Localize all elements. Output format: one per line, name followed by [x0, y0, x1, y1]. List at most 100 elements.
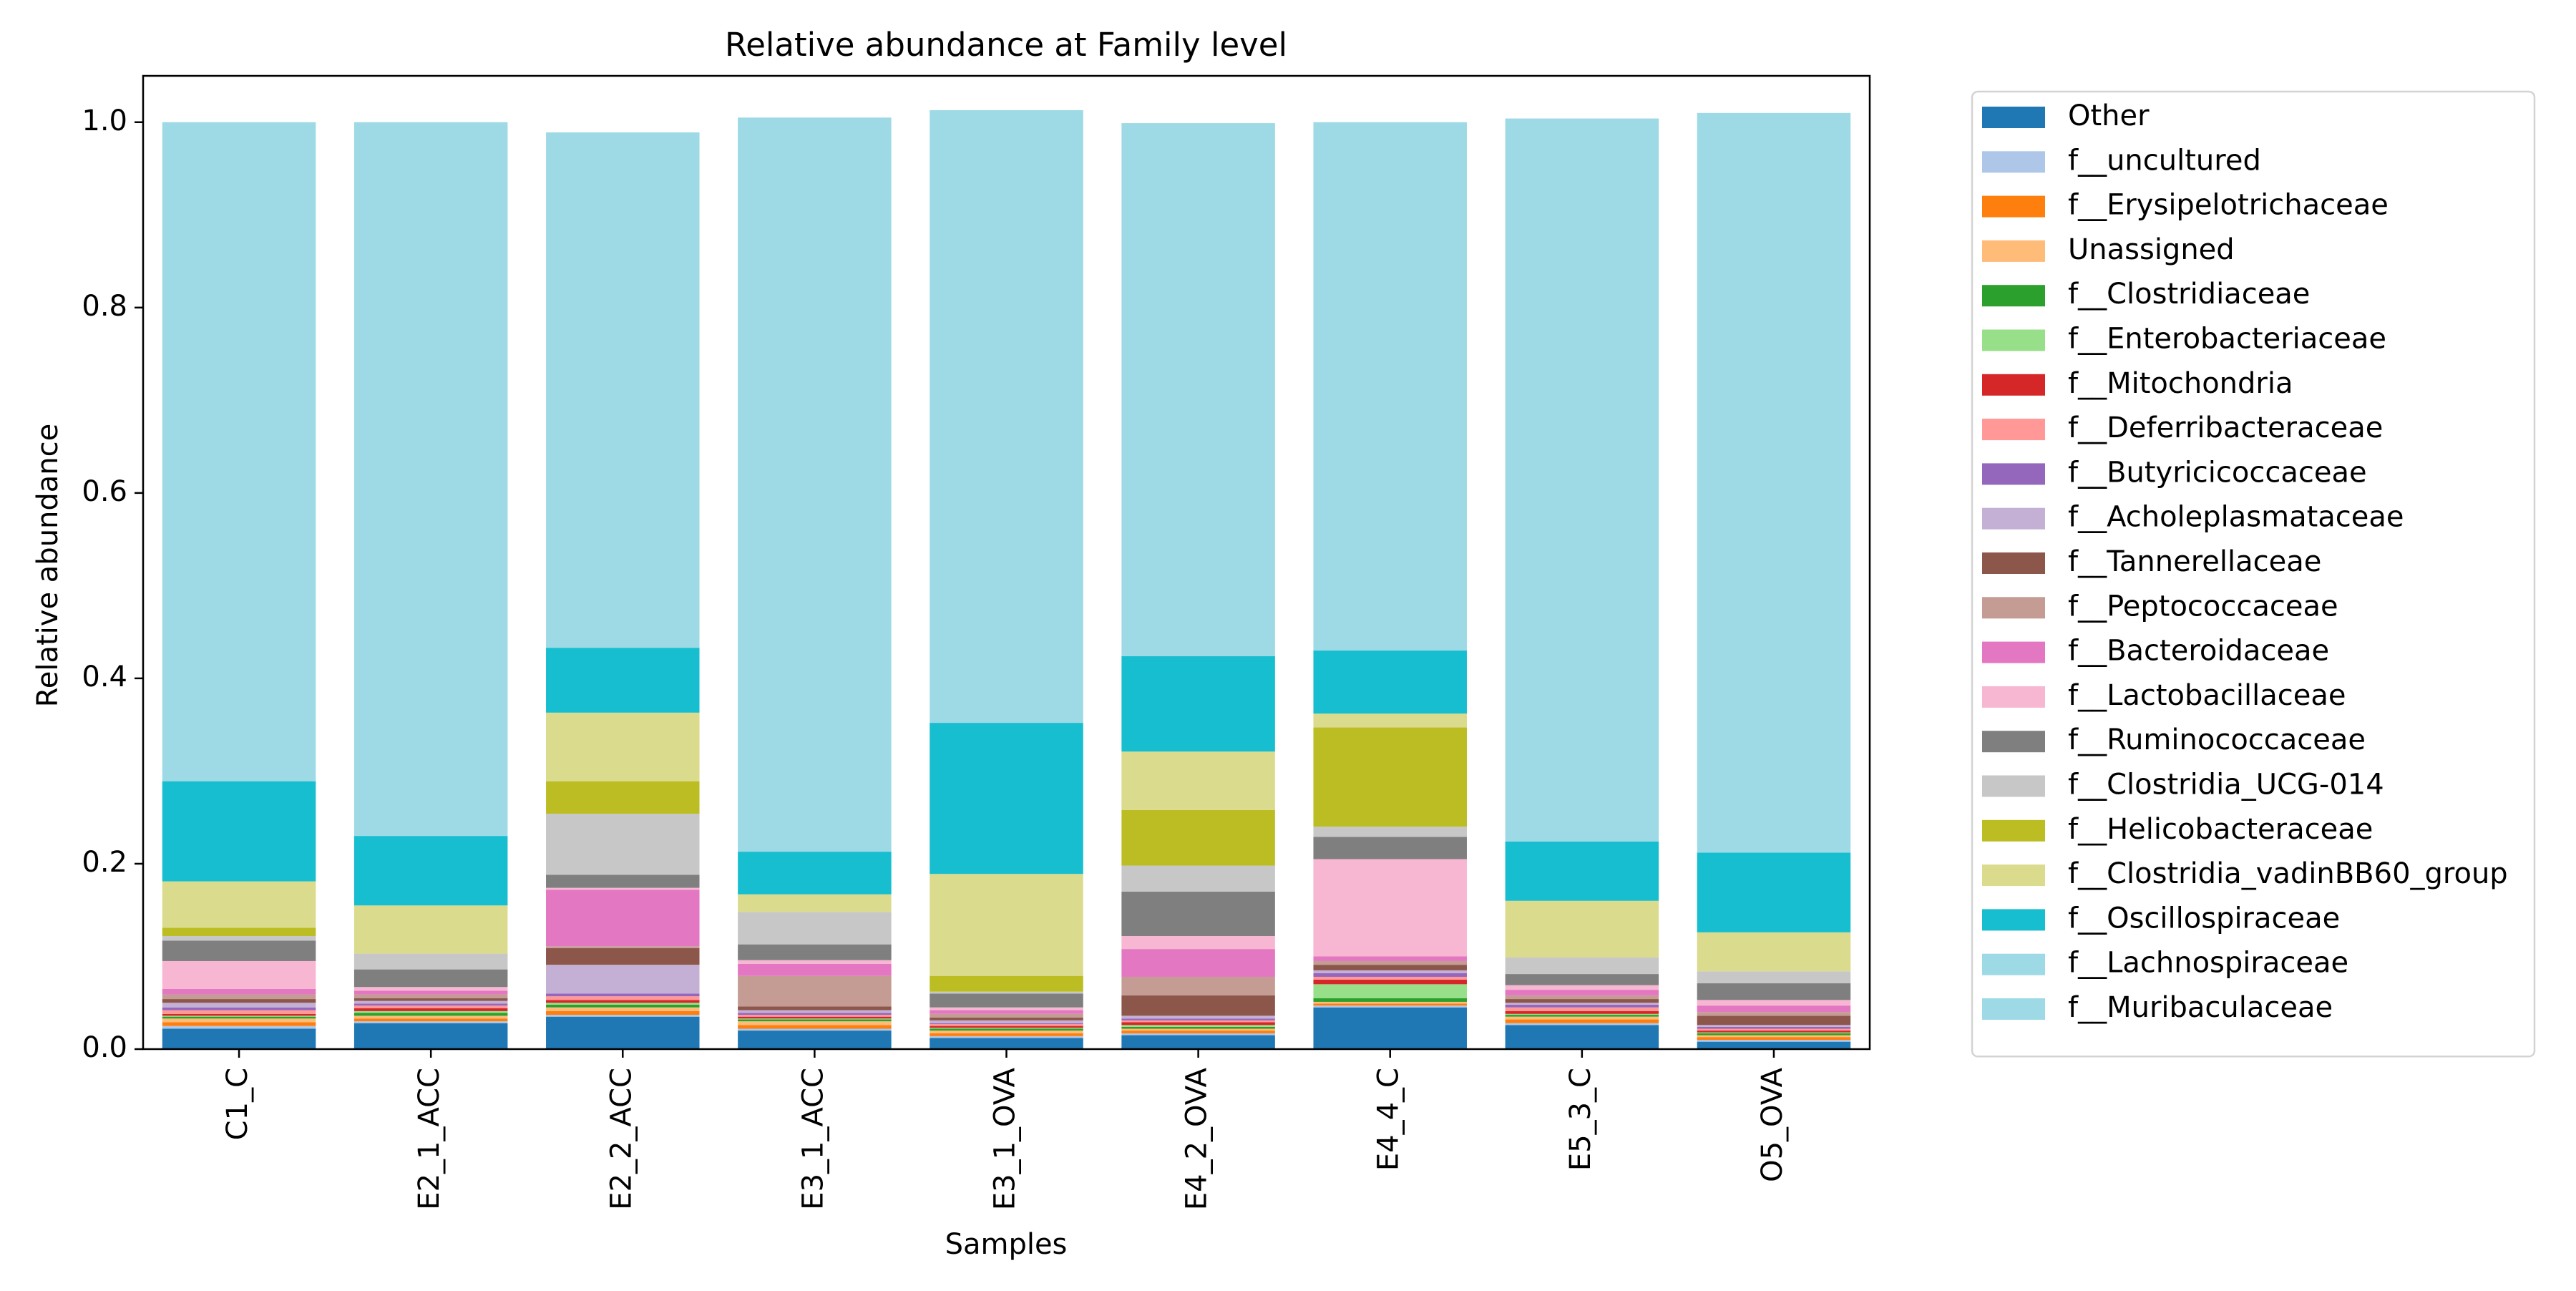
bar-segment-16-2	[546, 781, 700, 814]
bar-segment-6-5	[1121, 1022, 1275, 1026]
bar-segment-0-2	[546, 1016, 700, 1049]
legend-label: f__Erysipelotrichaceae	[2068, 189, 2389, 222]
bar-segment-14-7	[1505, 974, 1659, 985]
legend-swatch	[1982, 775, 2045, 797]
legend-swatch	[1982, 641, 2045, 663]
bar-segment-11-5	[1121, 976, 1275, 995]
bar-segment-20-0	[162, 122, 316, 781]
x-ticks: C1_C E2_1_ACC E2_2_ACC E3_1_ACC E3_1_OVA E4_2…	[221, 1049, 1789, 1210]
legend-swatch	[1982, 731, 2045, 753]
bar-segment-2-8	[1697, 1037, 1851, 1041]
bar-segment-20-4	[930, 109, 1083, 724]
bar-segment-11-6	[1313, 960, 1467, 965]
bar-segment-3-1	[353, 1015, 508, 1019]
bar-segment-15-1	[353, 953, 508, 970]
bar-segment-0-0	[162, 1028, 316, 1049]
y-tick-label: 0.4	[82, 661, 127, 693]
y-tick-label: 1.0	[82, 104, 127, 137]
bar-segment-14-3	[738, 944, 892, 960]
bar-segment-4-5	[1121, 1026, 1275, 1029]
legend-label: f__Mitochondria	[2068, 367, 2293, 400]
bar-segment-1-2	[546, 1015, 700, 1017]
bar-segment-18-2	[546, 648, 700, 713]
bar-segment-9-4	[930, 1020, 1083, 1023]
bar-segment-8-2	[546, 993, 700, 997]
bar-segment-17-6	[1313, 713, 1467, 728]
bar-segment-20-5	[1121, 123, 1275, 656]
legend-label: f__Deferribacteraceae	[2068, 411, 2383, 444]
bar-segment-0-7	[1505, 1025, 1659, 1049]
bar-segment-12-0	[162, 988, 316, 995]
bar-segment-7-2	[546, 996, 700, 1000]
bar-segment-12-6	[1313, 956, 1467, 961]
legend-label: f__Acholeplasmataceae	[2068, 501, 2404, 534]
bar-segment-5-0	[162, 1015, 316, 1017]
bar-segment-16-4	[930, 975, 1083, 992]
bar-segment-9-1	[353, 1000, 508, 1004]
legend-label: f__Lachnospiraceae	[2068, 947, 2348, 980]
x-tick-label: O5_OVA	[1756, 1067, 1789, 1182]
legend-label: f__Clostridiaceae	[2068, 278, 2310, 311]
bar-segment-9-6	[1313, 970, 1467, 973]
bar-segment-14-2	[546, 875, 700, 888]
bar-segment-12-5	[1121, 949, 1275, 977]
bar-segment-15-8	[1697, 971, 1851, 984]
bar-segment-16-0	[162, 927, 316, 936]
bar-segment-11-7	[1505, 995, 1659, 1000]
bar-segment-7-4	[930, 1024, 1083, 1026]
bar-segment-7-8	[1697, 1028, 1851, 1031]
bar-segment-16-6	[1313, 727, 1467, 827]
bar-segment-10-6	[1313, 965, 1467, 970]
bar-segment-8-8	[1697, 1026, 1851, 1029]
bar-segment-7-0	[162, 1010, 316, 1014]
y-axis-label: Relative abundance	[31, 424, 64, 707]
bar-segment-2-3	[738, 1025, 892, 1029]
legend-label: f__Helicobacteraceae	[2068, 813, 2373, 846]
bar-segment-6-2	[546, 1000, 700, 1003]
bar-segment-20-7	[1505, 118, 1659, 842]
bar-segment-14-6	[1313, 837, 1467, 859]
bar-segment-0-1	[353, 1023, 508, 1049]
x-tick-label: E2_1_ACC	[413, 1068, 446, 1210]
bar-segment-14-8	[1697, 983, 1851, 1000]
bar-segment-2-0	[162, 1022, 316, 1026]
bar-segment-13-6	[1313, 859, 1467, 957]
bar-segment-2-5	[1121, 1031, 1275, 1033]
bar-segment-9-7	[1505, 1003, 1659, 1005]
bar-segment-17-5	[1121, 751, 1275, 810]
bar-segment-3-3	[738, 1021, 892, 1026]
bar-segment-8-5	[1121, 1018, 1275, 1020]
bar-segment-8-4	[930, 1023, 1083, 1025]
bar-segment-6-7	[1505, 1010, 1659, 1014]
bar-segment-3-0	[162, 1018, 316, 1023]
bar-segment-12-3	[738, 963, 892, 976]
bar-segment-0-8	[1697, 1041, 1851, 1049]
bar-segment-5-3	[738, 1018, 892, 1020]
legend-swatch	[1982, 151, 2045, 173]
bar-segment-17-7	[1505, 900, 1659, 958]
legend-swatch	[1982, 953, 2045, 975]
x-tick-label: E3_1_OVA	[989, 1067, 1022, 1210]
bar-segment-9-2	[546, 965, 700, 994]
bar-segment-6-0	[162, 1013, 316, 1016]
bar-segment-13-0	[162, 960, 316, 989]
bar-segment-10-8	[1697, 1015, 1851, 1026]
legend-swatch	[1982, 463, 2045, 485]
bar-segment-3-5	[1121, 1028, 1275, 1031]
bar-segment-18-6	[1313, 651, 1467, 714]
bar-segment-17-8	[1697, 932, 1851, 972]
bar-segment-18-1	[353, 836, 508, 906]
bar-segment-13-1	[353, 987, 508, 991]
legend-label: f__Ruminococcaceae	[2068, 724, 2366, 756]
bar-segment-4-8	[1697, 1033, 1851, 1036]
x-tick-label: C1_C	[221, 1068, 254, 1140]
y-ticks: 0.0 0.2 0.4 0.6 0.8 1.0	[82, 104, 143, 1064]
bar-segment-15-0	[162, 935, 316, 941]
legend-swatch	[1982, 552, 2045, 574]
bar-segment-4-0	[162, 1016, 316, 1019]
bar-segment-13-5	[1121, 935, 1275, 950]
bar-segment-13-4	[930, 1007, 1083, 1010]
legend-swatch	[1982, 374, 2045, 396]
legend-swatch	[1982, 419, 2045, 441]
